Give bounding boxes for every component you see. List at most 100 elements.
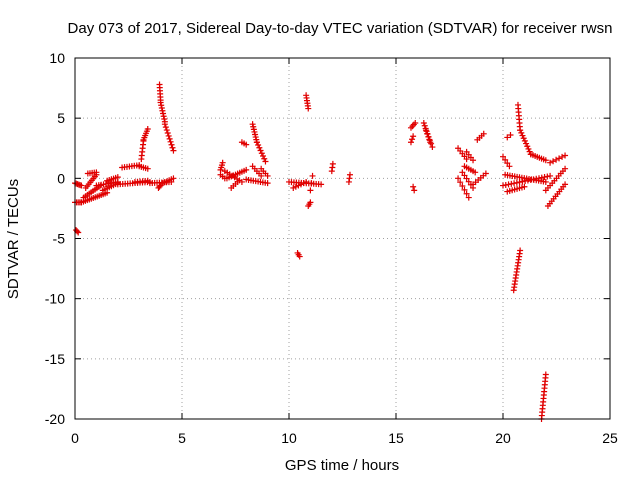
data-point [170,175,177,182]
data-point [161,121,168,128]
data-point [465,178,472,185]
data-point [257,147,264,154]
data-point [258,150,265,157]
data-point [160,113,167,120]
data-point [158,105,165,112]
data-point [500,153,506,160]
data-point [168,141,175,148]
data-point [160,110,167,117]
data-point [542,371,549,378]
data-point [526,148,533,155]
x-tick-label: 20 [495,430,511,446]
data-point [562,165,569,172]
data-point [429,144,436,151]
y-tick-label: -20 [45,411,65,427]
data-point [521,137,528,144]
data-point [465,194,472,201]
plot-frame [74,57,611,420]
data-point [261,155,268,162]
x-tick-label: 5 [178,430,186,446]
data-point [421,122,428,129]
data-point [255,141,262,148]
y-tick-label: -10 [45,291,65,307]
data-point [78,182,85,189]
data-point [420,119,427,126]
data-point [161,116,168,123]
data-point [562,152,569,159]
x-tick-label: 25 [602,430,618,446]
x-tick-label: 0 [71,430,79,446]
data-point [504,134,511,141]
data-point [253,139,260,146]
data-point [144,125,151,132]
data-point [463,175,470,182]
data-point [425,133,432,140]
data-point [426,137,433,144]
data-point [506,163,513,170]
data-point [521,183,528,190]
data-point [219,159,226,166]
chart-title: Day 073 of 2017, Sidereal Day-to-day VTE… [68,20,613,37]
data-point [114,174,121,181]
data-point [559,153,566,160]
data-point [504,160,511,167]
data-point [562,181,569,188]
data-point [470,157,477,164]
y-tick-label: -5 [53,231,66,247]
data-point [162,124,169,131]
data-point [556,155,563,162]
data-point [412,119,419,126]
data-point [411,187,418,194]
data-point [542,178,549,185]
data-point [159,107,166,114]
data-point [547,172,554,179]
data-point [264,172,271,179]
data-point [519,132,526,139]
data-point [459,183,466,190]
y-axis-label: SDTVAR / TECUs [5,179,22,299]
data-point [93,169,100,176]
x-tick-label: 10 [281,430,297,446]
x-tick-labels: 0 5 10 15 20 25 [71,58,618,446]
data-point [455,175,462,182]
data-point [166,135,173,142]
data-point [158,102,165,109]
data-point [523,140,530,147]
data-point [303,178,310,185]
data-point [329,160,336,167]
data-point [424,130,431,137]
y-tick-label: 0 [57,170,65,186]
y-tick-label: -15 [45,351,65,367]
data-point [156,183,163,190]
data-markers [72,81,569,422]
data-point [461,186,468,193]
data-point [258,172,265,179]
data-point [461,172,468,179]
data-point [457,179,464,186]
data-point [157,99,164,106]
data-point [517,127,524,134]
data-point [480,130,487,137]
data-point [553,156,560,163]
data-point [243,141,250,148]
data-point [163,127,170,134]
y-tick-labels: -20 -15 -10 -5 0 5 10 [45,50,610,427]
x-axis-label: GPS time / hours [285,457,399,474]
data-point [264,180,271,187]
data-point [520,135,527,142]
data-point [518,129,525,136]
grid-lines [75,58,610,419]
data-point [165,132,172,139]
data-point [524,143,531,150]
data-point [262,158,269,165]
data-point [502,156,509,163]
data-point [410,133,417,140]
data-point [307,187,314,194]
data-point [170,147,177,154]
data-point [459,169,466,176]
data-point [550,158,557,165]
data-point [260,152,267,159]
data-point [309,172,316,179]
data-point [144,165,151,172]
